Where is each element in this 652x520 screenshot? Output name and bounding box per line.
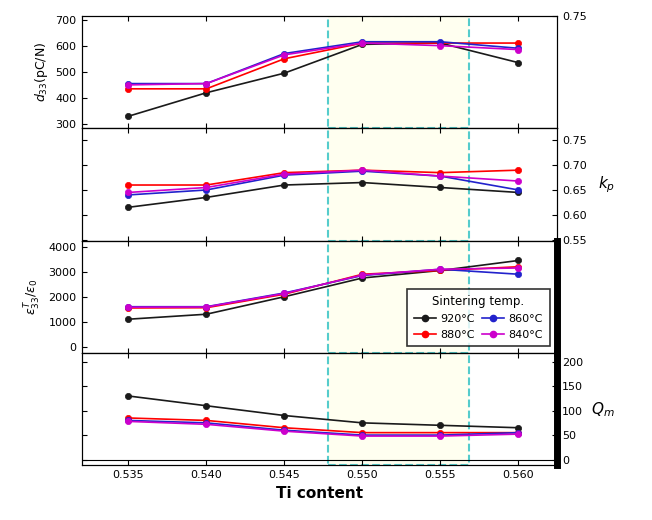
- FancyBboxPatch shape: [328, 240, 469, 353]
- Legend: 920°C, 880°C, 860°C, 840°C: 920°C, 880°C, 860°C, 840°C: [408, 289, 550, 346]
- FancyBboxPatch shape: [328, 128, 469, 240]
- FancyBboxPatch shape: [328, 353, 469, 465]
- Y-axis label: $d_{33}$(pC/N): $d_{33}$(pC/N): [33, 42, 50, 102]
- Y-axis label: $k_p$: $k_p$: [598, 174, 615, 194]
- Y-axis label: $Q_m$: $Q_m$: [591, 400, 615, 419]
- Y-axis label: $\varepsilon_{33}^T/\varepsilon_0$: $\varepsilon_{33}^T/\varepsilon_0$: [23, 279, 43, 315]
- FancyBboxPatch shape: [328, 16, 469, 128]
- X-axis label: Ti content: Ti content: [276, 486, 363, 501]
